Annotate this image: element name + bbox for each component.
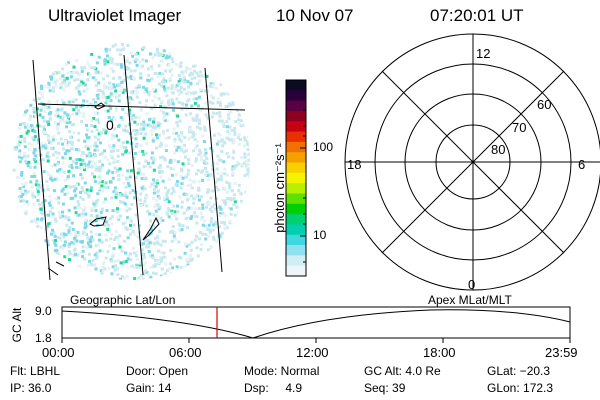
mlt-label-12: 12 [476,46,491,61]
colorbar-ticks [300,109,306,263]
seq-readout: Seq: 39 [364,381,406,395]
orbit-altitude-curve [61,309,571,339]
timeline-xtick-1800: 18:00 [423,345,456,360]
colorbar-band [286,90,306,102]
colorbar-band [286,183,306,195]
mlat-label-80: 80 [491,142,506,157]
door-readout: Door: Open [126,364,189,378]
timeline-ytick-bottom: 1.8 [35,331,52,345]
mlt-label-0: 0 [468,277,476,292]
colorbar-band [286,224,306,236]
timeline-xtick-0000: 00:00 [42,345,75,360]
colorbar-band [286,80,306,91]
glat-readout: GLat: −20.3 [487,364,551,378]
mode-readout: Mode: Normal [244,364,320,378]
mlat-label-60: 60 [537,97,552,112]
colorbar-band [286,193,306,205]
emission-speckle [12,42,250,280]
colorbar-band [286,100,306,112]
timeline-ytick-top: 9.0 [35,304,52,318]
filter-readout: Flt: LBHL [10,364,61,378]
timeline-xtick-1200: 12:00 [296,345,329,360]
timeline-xtick-0600: 06:00 [169,345,202,360]
mlat-label-70: 70 [512,120,527,135]
gain-readout: Gain: 14 [126,381,172,395]
colorbar-band [286,245,306,256]
timeline-xticks [61,338,571,343]
date-label: 10 Nov 07 [276,6,354,25]
instrument-title: Ultraviolet Imager [48,6,182,25]
colorbar-tick-100: 100 [313,140,334,154]
colorbar-tick-10: 10 [313,228,327,242]
colorbar-band [286,141,306,153]
dsp-readout: Dsp: 4.9 [244,381,303,395]
colorbar-band [286,234,306,246]
colorbar-band [286,172,306,184]
colorbar-band [286,131,306,143]
geographic-caption: Geographic Lat/Lon [70,293,176,307]
ip-readout: IP: 36.0 [10,381,52,395]
colorbar-band [286,214,306,226]
colorbar-band [286,255,306,267]
colorbar-band [286,110,306,122]
lat-lon-grid [32,54,246,281]
timeline-xtick-2359: 23:59 [545,345,578,360]
gc-alt-readout: GC Alt: 4.0 Re [364,364,441,378]
colorbar-band [286,265,306,277]
mlt-label-6: 6 [578,157,586,172]
colorbar-band [286,203,306,215]
timeline-frame [61,306,571,339]
polar-diagonal-b [381,70,565,254]
apex-caption: Apex MLat/MLT [428,293,512,307]
grid-label-zero: 0 [106,117,114,133]
colorbar-band [286,162,306,174]
mlt-label-18: 18 [347,157,362,172]
time-label: 07:20:01 UT [430,6,524,25]
colorbar-band [286,121,306,133]
glon-readout: GLon: 172.3 [487,381,554,395]
colorbar-band [286,152,306,164]
